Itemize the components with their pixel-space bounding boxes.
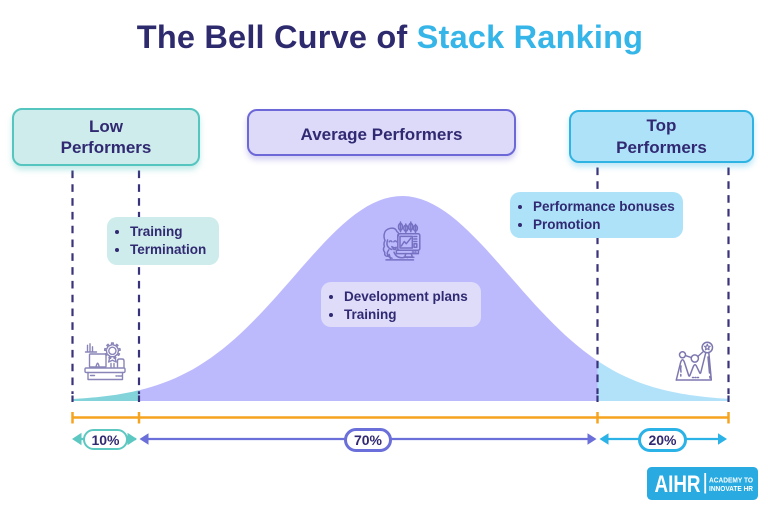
svg-text:AIHR: AIHR: [655, 471, 701, 498]
svg-text:INNOVATE HR: INNOVATE HR: [709, 484, 754, 493]
svg-text:ACADEMY TO: ACADEMY TO: [709, 476, 753, 485]
